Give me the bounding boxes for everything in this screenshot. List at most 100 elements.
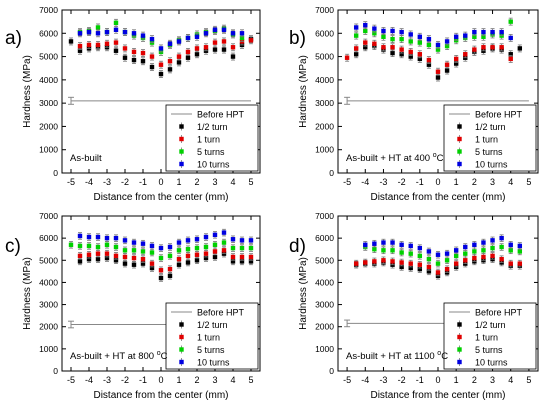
- annotation-superscript: o: [157, 350, 161, 357]
- data-point: [517, 249, 523, 254]
- legend-label: 1/2 turn: [197, 122, 228, 132]
- data-point: [221, 240, 227, 245]
- data-point: [381, 240, 386, 245]
- data-point: [176, 256, 182, 262]
- data-point: [185, 238, 191, 243]
- data-point: [113, 48, 119, 53]
- data-point: [372, 26, 377, 31]
- series-1-2-turn: [77, 249, 254, 282]
- data-point: [86, 29, 92, 35]
- data-point: [113, 253, 119, 259]
- data-point: [381, 45, 386, 50]
- data-point: [463, 258, 468, 263]
- x-tick-label: 4: [230, 177, 235, 187]
- y-tick-label: 4000: [39, 75, 58, 85]
- x-axis-label: Distance from the center (mm): [93, 390, 228, 401]
- data-point: [104, 29, 110, 35]
- legend-label: 1/2 turn: [475, 320, 506, 330]
- chart-panel-3: c) -5 -4 -3 -2 -1 0 1 2 3 4 5 0 1000 2000 3000 4000 5000 6…: [5, 211, 261, 401]
- data-point: [176, 240, 182, 245]
- x-tick-label: 5: [248, 177, 253, 187]
- data-point: [353, 52, 359, 57]
- condition-annotation: As-built + HT at 800 oC: [70, 350, 168, 362]
- data-point: [435, 42, 441, 48]
- data-point: [194, 258, 200, 263]
- data-point: [122, 261, 128, 266]
- data-point: [417, 34, 423, 39]
- x-tick-label: -3: [103, 375, 111, 385]
- y-tick-label: 6000: [315, 233, 334, 243]
- data-point: [453, 248, 459, 253]
- y-tick-label: 5000: [39, 255, 58, 265]
- x-tick-label: -5: [67, 375, 75, 385]
- legend-label: 10 turns: [475, 159, 508, 169]
- y-tick-label: 7000: [315, 5, 334, 15]
- data-point: [248, 254, 254, 260]
- data-point: [390, 45, 395, 50]
- data-point: [77, 233, 83, 239]
- data-point: [408, 39, 413, 44]
- data-point: [122, 238, 128, 243]
- data-point: [517, 261, 523, 266]
- data-point: [149, 261, 155, 266]
- data-point: [435, 69, 441, 74]
- data-point: [472, 249, 477, 254]
- data-point: [122, 248, 128, 253]
- data-point: [104, 235, 110, 241]
- annotation-superscript: o: [437, 350, 441, 357]
- annotation-unit: C: [437, 153, 444, 164]
- data-point: [399, 260, 404, 265]
- data-point: [104, 251, 110, 256]
- data-point: [230, 245, 236, 251]
- legend-marker: [179, 149, 184, 154]
- data-point: [77, 253, 83, 259]
- data-point: [131, 57, 137, 63]
- y-tick-label: 2000: [315, 121, 334, 131]
- data-point: [517, 243, 523, 249]
- x-tick-label: 1: [176, 177, 181, 187]
- data-point: [248, 259, 254, 264]
- data-point: [390, 248, 395, 253]
- y-tick-label: 3000: [315, 300, 334, 310]
- data-point: [149, 36, 155, 42]
- data-point: [230, 259, 236, 264]
- data-point: [363, 260, 368, 265]
- x-tick-label: 0: [158, 177, 163, 187]
- data-point: [399, 47, 404, 52]
- x-tick-label: 2: [194, 177, 199, 187]
- data-point: [212, 254, 218, 260]
- data-point: [248, 238, 254, 243]
- series-10-turns: [353, 21, 513, 49]
- data-point: [95, 234, 101, 240]
- data-point: [481, 240, 486, 245]
- x-axis-label: Distance from the center (mm): [93, 192, 228, 203]
- y-tick-label: 2000: [39, 322, 58, 332]
- data-point: [158, 245, 164, 251]
- data-point: [194, 52, 200, 57]
- data-point: [86, 243, 92, 249]
- data-point: [203, 255, 209, 261]
- data-point: [239, 238, 245, 243]
- series-1-turn: [77, 246, 254, 274]
- data-point: [95, 31, 101, 36]
- data-point: [77, 48, 83, 53]
- data-point: [131, 255, 137, 261]
- data-point: [149, 265, 155, 271]
- data-point: [417, 245, 423, 251]
- x-tick-label: -5: [67, 177, 75, 187]
- data-point: [463, 33, 468, 38]
- legend-label: 1/2 turn: [197, 320, 228, 330]
- data-point: [176, 39, 182, 44]
- data-point: [212, 249, 218, 254]
- legend-label: 5 turns: [475, 147, 503, 157]
- legend-label: 5 turns: [197, 147, 225, 157]
- x-tick-label: -5: [343, 177, 351, 187]
- data-point: [68, 39, 74, 44]
- data-point: [140, 50, 146, 56]
- data-point: [239, 245, 245, 251]
- legend-label: Before HPT: [197, 307, 245, 317]
- data-point: [131, 240, 137, 245]
- data-point: [185, 49, 191, 55]
- legend-label: 10 turns: [475, 357, 508, 367]
- y-tick-label: 6000: [39, 28, 58, 38]
